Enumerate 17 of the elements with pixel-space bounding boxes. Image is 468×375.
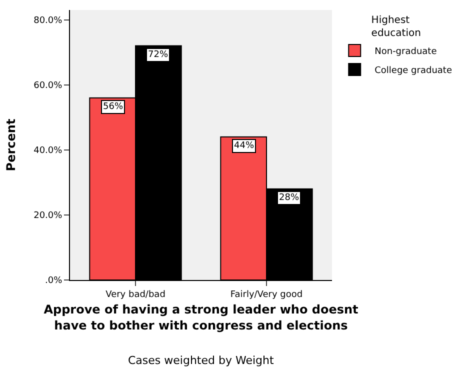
x-tick-label: Fairly/Very good xyxy=(230,290,303,300)
x-tick-label: Very bad/bad xyxy=(106,290,166,300)
y-tick-label: 20.0% xyxy=(34,211,63,222)
data-label: 44% xyxy=(234,141,254,151)
text: Cases weighted by Weight xyxy=(128,354,274,367)
x-axis-title: Approve of having a strong leader who doesnt have to bother with congress and elections xyxy=(44,302,359,332)
legend-label: Non-graduate xyxy=(374,47,438,58)
data-label: 56% xyxy=(103,102,124,112)
legend-label: College graduate xyxy=(374,66,452,76)
y-axis-title: Percent xyxy=(4,118,18,172)
y-tick-label: 60.0% xyxy=(34,80,63,91)
y-tick-label: 80.0% xyxy=(34,16,63,26)
data-label: 72% xyxy=(148,50,168,60)
y-tick-label: .0% xyxy=(45,276,63,286)
data-label: 28% xyxy=(279,193,300,203)
legend-title: Highest education xyxy=(371,15,421,39)
y-tick-label: 40.0% xyxy=(34,146,63,156)
